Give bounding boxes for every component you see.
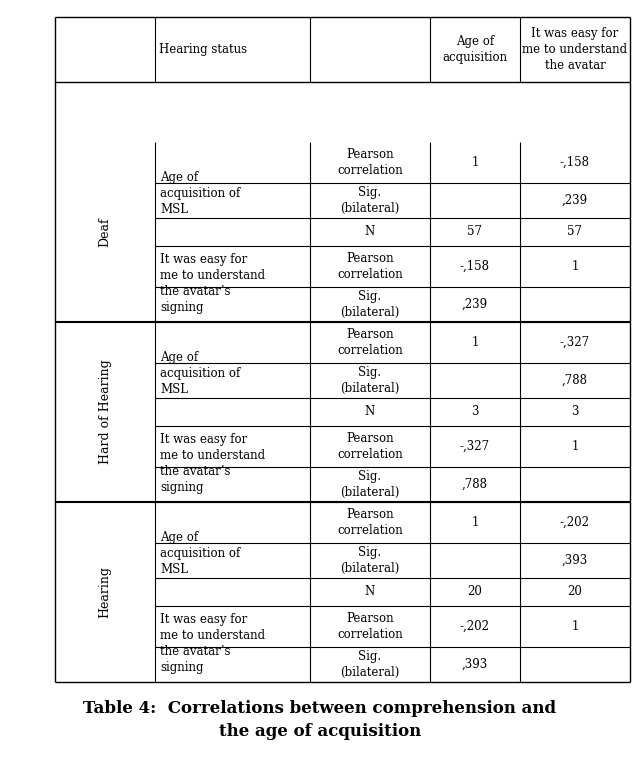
Text: N: N <box>365 405 375 418</box>
Text: -,327: -,327 <box>460 440 490 453</box>
Text: Sig.
(bilateral): Sig. (bilateral) <box>340 546 400 575</box>
Text: It was easy for
me to understand
the avatar’s
signing: It was easy for me to understand the ava… <box>160 253 265 314</box>
Text: Age of
acquisition of
MSL: Age of acquisition of MSL <box>160 531 240 576</box>
Text: -,158: -,158 <box>460 260 490 273</box>
Text: 1: 1 <box>572 440 579 453</box>
Text: ,239: ,239 <box>462 298 488 311</box>
Text: Hearing status: Hearing status <box>159 43 247 56</box>
Text: 1: 1 <box>572 620 579 633</box>
Text: -,202: -,202 <box>560 516 590 529</box>
Text: Sig.
(bilateral): Sig. (bilateral) <box>340 290 400 319</box>
Text: 1: 1 <box>471 156 479 169</box>
Text: Age of
acquisition of
MSL: Age of acquisition of MSL <box>160 351 240 396</box>
Text: Sig.
(bilateral): Sig. (bilateral) <box>340 186 400 215</box>
Text: It was easy for
me to understand
the avatar’s
signing: It was easy for me to understand the ava… <box>160 613 265 674</box>
Text: N: N <box>365 585 375 598</box>
Text: Deaf: Deaf <box>99 217 111 247</box>
Text: Pearson
correlation: Pearson correlation <box>337 251 403 280</box>
Text: 3: 3 <box>572 405 579 418</box>
Text: 57: 57 <box>467 226 483 239</box>
Text: 57: 57 <box>568 226 582 239</box>
Text: Hard of Hearing: Hard of Hearing <box>99 360 111 464</box>
Text: 3: 3 <box>471 405 479 418</box>
Text: ,239: ,239 <box>562 194 588 207</box>
Text: 1: 1 <box>572 260 579 273</box>
Text: 20: 20 <box>468 585 483 598</box>
Text: It was easy for
me to understand
the avatar: It was easy for me to understand the ava… <box>522 27 628 72</box>
Text: Sig.
(bilateral): Sig. (bilateral) <box>340 470 400 499</box>
Text: Pearson
correlation: Pearson correlation <box>337 508 403 537</box>
Text: ,393: ,393 <box>562 554 588 567</box>
Text: It was easy for
me to understand
the avatar’s
signing: It was easy for me to understand the ava… <box>160 434 265 495</box>
Text: Pearson
correlation: Pearson correlation <box>337 328 403 357</box>
Text: Pearson
correlation: Pearson correlation <box>337 148 403 177</box>
Text: ,788: ,788 <box>562 374 588 387</box>
Text: 20: 20 <box>568 585 582 598</box>
Text: ,393: ,393 <box>462 658 488 671</box>
Text: Sig.
(bilateral): Sig. (bilateral) <box>340 650 400 679</box>
Text: Hearing: Hearing <box>99 566 111 618</box>
Text: Table 4:  Correlations between comprehension and
the age of acquisition: Table 4: Correlations between comprehens… <box>83 700 557 740</box>
Text: Pearson
correlation: Pearson correlation <box>337 432 403 461</box>
Text: -,327: -,327 <box>560 336 590 349</box>
Text: Age of
acquisition: Age of acquisition <box>442 35 508 64</box>
Text: 1: 1 <box>471 516 479 529</box>
Text: 1: 1 <box>471 336 479 349</box>
Text: Pearson
correlation: Pearson correlation <box>337 612 403 641</box>
Text: Sig.
(bilateral): Sig. (bilateral) <box>340 366 400 395</box>
Text: Age of
acquisition of
MSL: Age of acquisition of MSL <box>160 171 240 216</box>
Text: N: N <box>365 226 375 239</box>
Text: ,788: ,788 <box>462 478 488 491</box>
Text: -,158: -,158 <box>560 156 590 169</box>
Text: -,202: -,202 <box>460 620 490 633</box>
